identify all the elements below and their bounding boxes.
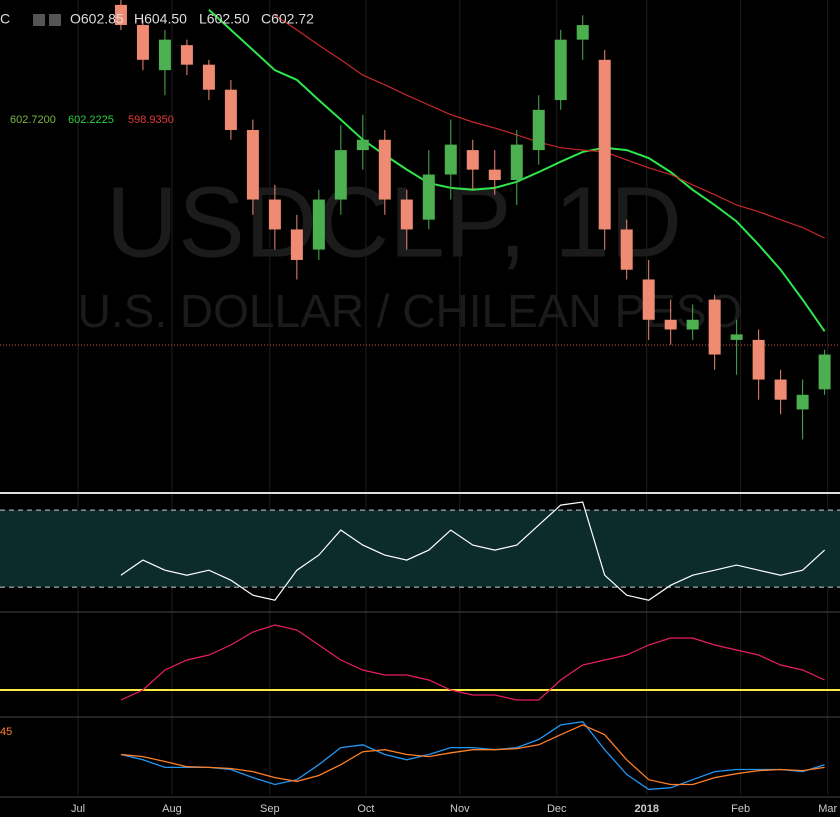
grid — [77, 0, 829, 795]
moving-average — [274, 14, 825, 239]
symbol: C — [0, 11, 10, 27]
x-tick-label: Feb — [731, 803, 750, 815]
high-value: H604.50 — [134, 11, 187, 27]
indicator-line — [120, 721, 825, 791]
candle-body — [378, 139, 391, 200]
x-tick-label: Dec — [547, 803, 567, 815]
watermark-symbol: USDCLP, 1D — [106, 166, 682, 278]
candle-body — [422, 174, 435, 220]
candle-body — [202, 64, 215, 90]
level-band — [0, 510, 840, 588]
macd-label: 45 — [0, 726, 12, 738]
candle-body — [642, 279, 655, 320]
candle-body — [290, 229, 303, 260]
candle-body — [598, 59, 611, 230]
close-value: C602.72 — [261, 11, 314, 27]
candle-body — [400, 199, 413, 230]
x-tick-label: Jul — [71, 803, 85, 815]
candle-body — [356, 139, 369, 151]
settings-icon[interactable] — [33, 14, 45, 26]
legend-header: C O602.85 H604.50 L602.50 C602.72 602.72… — [0, 10, 314, 126]
indicator-line — [120, 624, 825, 701]
candle-body — [224, 89, 237, 130]
candle-body — [312, 199, 325, 250]
x-tick-label: Sep — [260, 803, 280, 815]
candle-body — [114, 4, 127, 26]
x-tick-label: Mar — [818, 803, 837, 815]
indicator-line — [120, 501, 826, 601]
open-value: O602.85 — [70, 11, 124, 27]
candle-body — [246, 129, 259, 200]
candle-body — [180, 45, 193, 65]
plot — [0, 0, 840, 791]
candle-body — [334, 150, 347, 200]
candle-body — [576, 25, 589, 40]
indicator-value: 602.7200 — [10, 114, 56, 126]
candle-body — [158, 39, 171, 71]
close-icon[interactable] — [49, 14, 61, 26]
candle-body — [554, 39, 567, 101]
candle-body — [466, 150, 479, 170]
candle-body — [752, 339, 765, 380]
candle-body — [444, 144, 457, 175]
candle-body — [136, 25, 149, 60]
indicator-line — [120, 724, 825, 786]
x-tick-label: Oct — [357, 803, 374, 815]
indicator-value: 598.9350 — [128, 114, 174, 126]
candle-body — [796, 394, 809, 410]
candle-body — [532, 109, 545, 151]
candle-body — [730, 334, 743, 340]
candle-body — [268, 199, 281, 230]
candle-body — [708, 299, 721, 355]
low-value: L602.50 — [199, 11, 250, 27]
indicator-value: 602.2225 — [68, 114, 114, 126]
x-tick-label: Aug — [162, 803, 182, 815]
watermark-description: U.S. DOLLAR / CHILEAN PESO — [78, 285, 743, 337]
candle-body — [488, 169, 501, 181]
candle-body — [620, 229, 633, 270]
candle-body — [774, 379, 787, 400]
x-tick-label: 2018 — [634, 803, 658, 815]
candle-body — [686, 319, 699, 330]
x-tick-label: Nov — [450, 803, 470, 815]
candle-body — [510, 144, 523, 181]
candle-body — [664, 319, 677, 330]
candle-body — [818, 354, 831, 390]
